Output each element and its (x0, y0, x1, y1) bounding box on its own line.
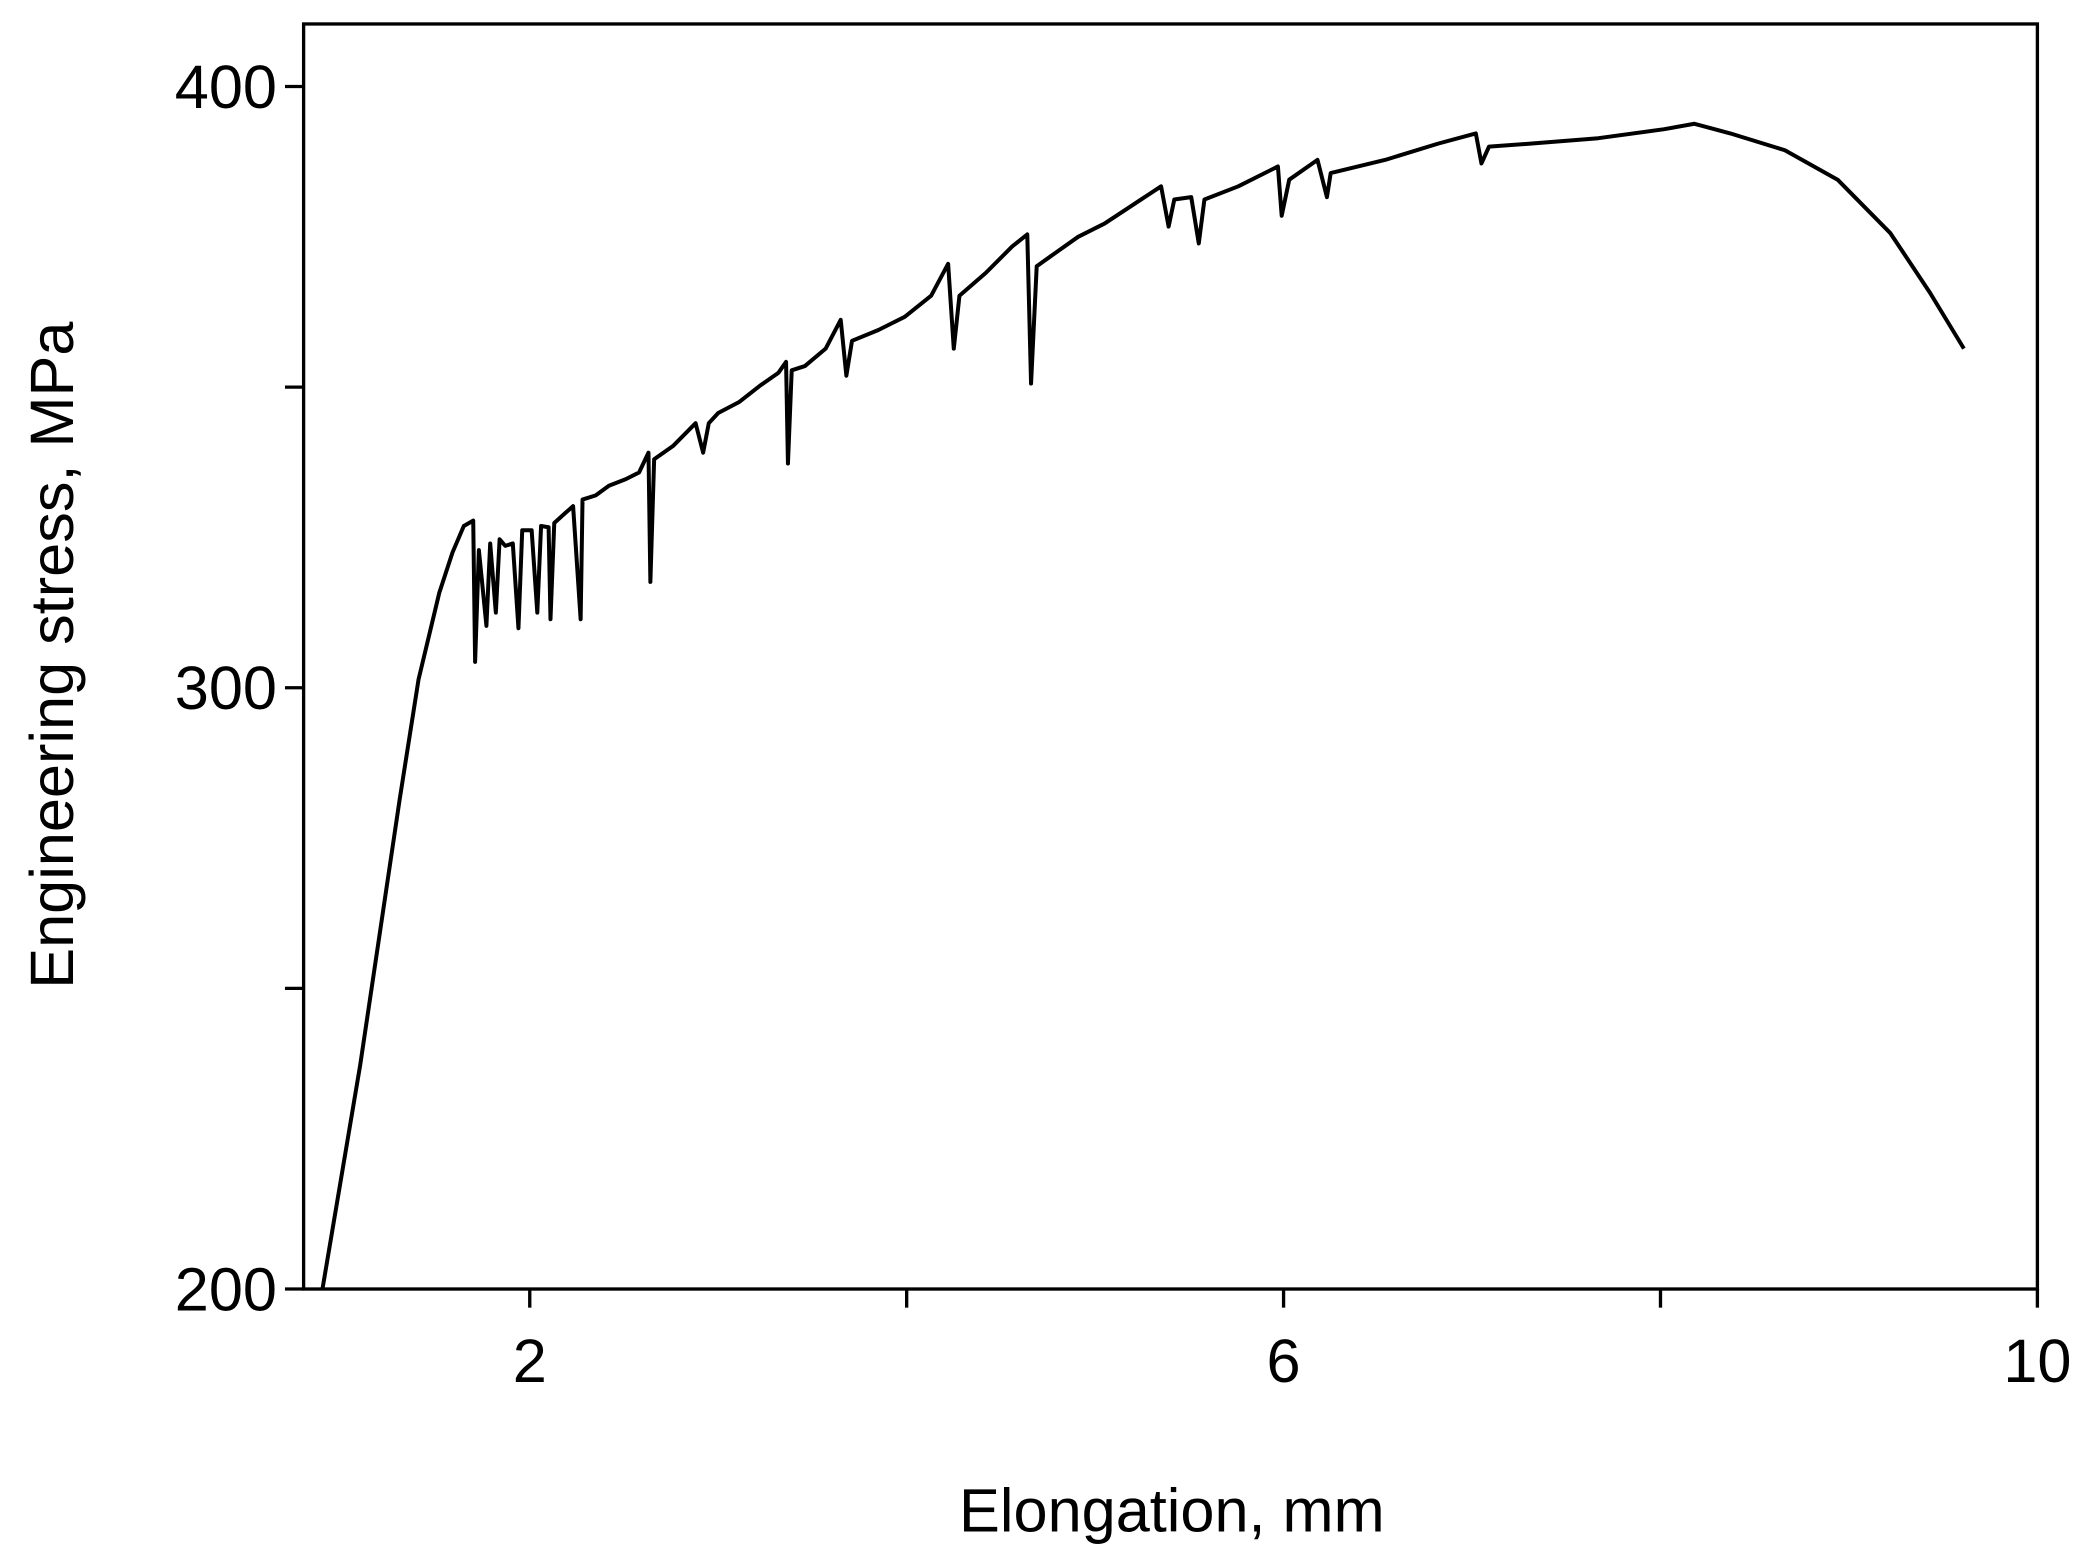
plot-frame (301, 22, 2040, 1291)
data-line (320, 121, 1966, 1290)
y-tick-label: 300 (175, 654, 277, 722)
y-axis-label: Engineering stress, MPa (18, 321, 86, 989)
x-tick-label: 10 (2003, 1327, 2071, 1395)
y-tick-label: 200 (175, 1255, 277, 1323)
y-tick-label: 400 (175, 53, 277, 121)
x-tick-label: 2 (513, 1327, 547, 1395)
x-axis-label: Elongation, mm (959, 1476, 1385, 1544)
x-tick-label: 6 (1267, 1327, 1301, 1395)
